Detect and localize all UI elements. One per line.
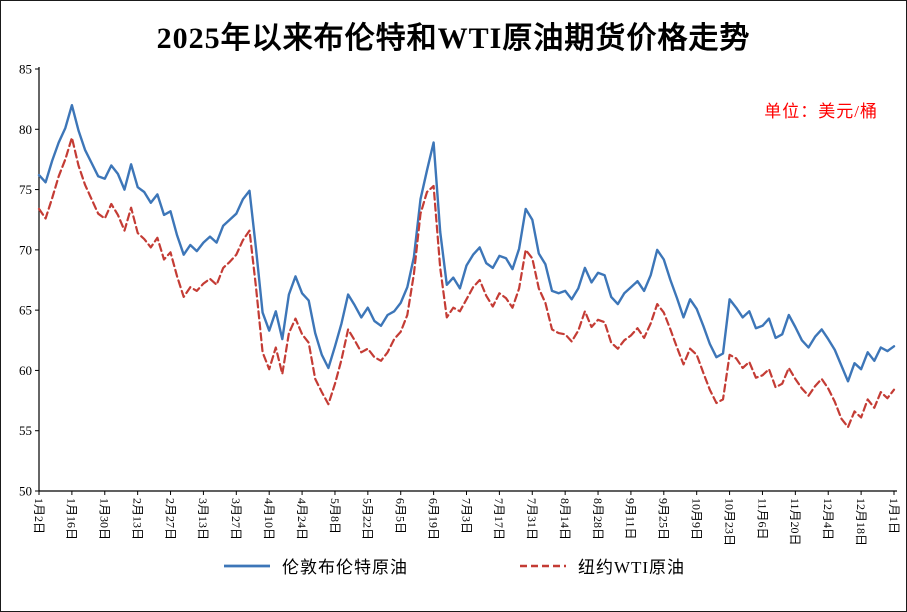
y-axis-label: 70 — [19, 242, 32, 257]
x-axis-label: 7月17日 — [492, 498, 506, 540]
x-axis-label: 1月16日 — [65, 498, 79, 540]
x-axis-label: 4月24日 — [295, 498, 309, 540]
x-axis-label: 8月14日 — [558, 498, 572, 540]
x-axis-label: 11月6日 — [755, 498, 769, 540]
x-axis-label: 1月30日 — [98, 498, 112, 540]
x-axis-label: 3月13日 — [196, 498, 210, 540]
x-axis-label: 12月4日 — [821, 498, 835, 540]
wti-series-line — [37, 136, 896, 429]
brent-legend-swatch — [223, 564, 270, 567]
x-axis-label: 5月22日 — [361, 498, 375, 540]
x-axis-label: 5月8日 — [328, 498, 342, 534]
x-axis-label: 10月9日 — [689, 498, 703, 540]
x-axis-label: 9月25日 — [657, 498, 671, 540]
x-axis-label: 10月23日 — [722, 498, 736, 546]
legend-item-brent: 伦敦布伦特原油 — [222, 553, 408, 578]
chart-title: 2025年以来布伦特和WTI原油期货价格走势 — [156, 22, 751, 55]
x-axis-label: 4月10日 — [262, 498, 276, 540]
x-axis-label: 3月27日 — [229, 498, 243, 540]
wti-legend-swatch — [519, 564, 566, 567]
x-axis-label: 8月28日 — [591, 498, 605, 540]
y-axis-label: 85 — [19, 62, 32, 77]
x-axis-label: 7月31日 — [525, 498, 539, 540]
x-axis-label: 12月18日 — [854, 498, 868, 546]
y-axis-label: 60 — [19, 363, 32, 378]
legend: 伦敦布伦特原油 纽约WTI原油 — [1, 553, 906, 578]
x-axis-label: 6月5日 — [394, 498, 408, 534]
y-axis-label: 75 — [19, 182, 32, 197]
x-axis-label: 2月13日 — [130, 498, 144, 540]
brent-series-line — [37, 103, 896, 383]
x-axis-label: 9月11日 — [624, 498, 638, 540]
y-axis-label: 65 — [19, 303, 32, 318]
x-axis-label: 7月3日 — [459, 498, 473, 534]
x-axis-label: 2月27日 — [163, 498, 177, 540]
x-axis-label: 6月19日 — [426, 498, 440, 540]
x-axis-label: 1月2日 — [32, 498, 46, 534]
x-axis-label: 1月1日 — [887, 498, 901, 534]
unit-label: 单位：美元/桶 — [764, 102, 878, 121]
y-axis-label: 55 — [19, 423, 32, 438]
x-axis-label: 11月20日 — [788, 498, 802, 546]
brent-legend-label: 伦敦布伦特原油 — [281, 558, 408, 577]
legend-item-wti: 纽约WTI原油 — [518, 553, 685, 578]
y-axis-label: 80 — [19, 122, 32, 137]
wti-legend-label: 纽约WTI原油 — [577, 558, 686, 577]
y-axis-label: 50 — [19, 484, 32, 499]
